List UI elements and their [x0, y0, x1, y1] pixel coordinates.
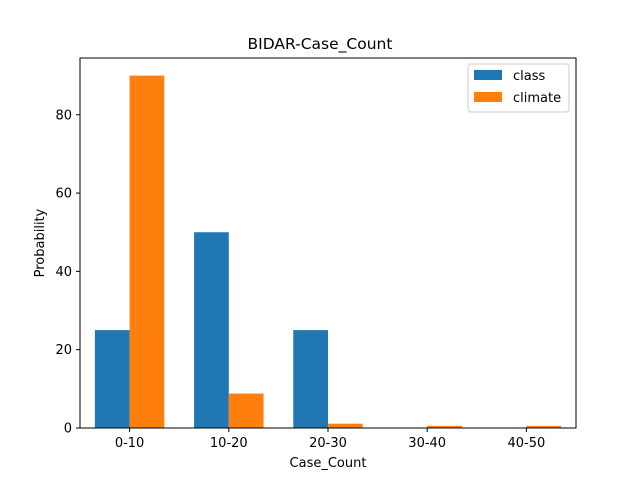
legend-label-climate: climate — [513, 91, 561, 106]
x-tick-label: 20-30 — [309, 436, 347, 451]
x-tick-label: 10-20 — [210, 436, 248, 451]
bar-class-20-30 — [293, 330, 328, 428]
x-tick-label: 0-10 — [115, 436, 145, 451]
bar-climate-30-40 — [427, 425, 462, 428]
bar-climate-20-30 — [328, 423, 363, 428]
y-axis-label: Probability — [33, 208, 48, 277]
legend-label-class: class — [513, 69, 545, 84]
bar-class-0-10 — [94, 330, 130, 428]
bar-climate-0-10 — [129, 75, 165, 429]
x-axis-ticks: 0-10 10-20 20-30 30-40 40-50 — [115, 428, 545, 451]
x-axis-label: Case_Count — [290, 456, 367, 471]
bar-climate-10-20 — [228, 393, 264, 428]
y-tick-label: 60 — [55, 187, 72, 202]
legend-swatch-climate — [474, 92, 502, 102]
chart-title: BIDAR-Case_Count — [248, 35, 393, 54]
x-tick-label: 30-40 — [408, 436, 446, 451]
bar-class-10-20 — [194, 232, 229, 428]
y-tick-label: 40 — [55, 265, 72, 280]
y-tick-label: 20 — [55, 343, 72, 358]
y-axis-ticks: 0 20 40 60 80 — [55, 108, 80, 437]
x-tick-label: 40-50 — [508, 436, 546, 451]
legend: class climate — [467, 63, 570, 113]
y-tick-label: 80 — [55, 108, 72, 123]
legend-swatch-class — [474, 70, 502, 80]
y-tick-label: 0 — [64, 422, 72, 437]
bars-group — [94, 75, 562, 429]
bar-climate-40-50 — [526, 425, 562, 428]
plot-frame — [79, 57, 577, 429]
